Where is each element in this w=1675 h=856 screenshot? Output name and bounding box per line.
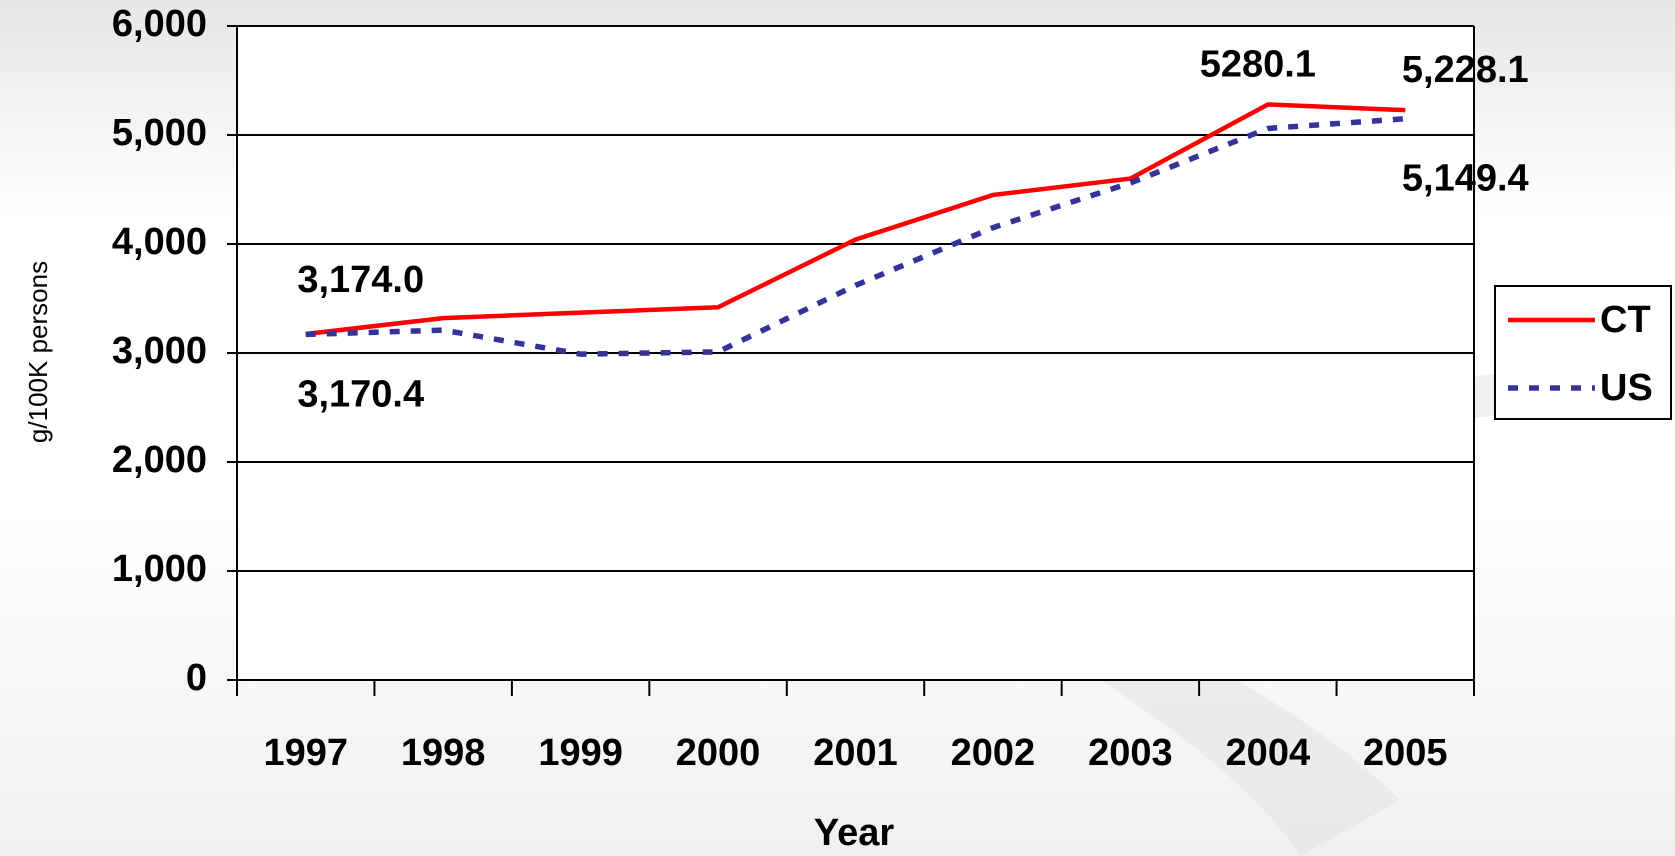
y-tick-label: 4,000 [112, 221, 207, 263]
y-tick-label: 6,000 [112, 3, 207, 45]
x-tick-label: 2003 [1088, 732, 1173, 774]
x-tick-label: 2002 [951, 732, 1036, 774]
x-tick-label: 2000 [676, 732, 761, 774]
data-label: 5280.1 [1200, 44, 1316, 86]
x-axis-title: Year [814, 812, 895, 854]
x-tick-label: 1997 [263, 732, 348, 774]
y-axis-title: g/100K persons [23, 261, 53, 443]
y-tick-label: 3,000 [112, 330, 207, 372]
x-tick-label: 1999 [538, 732, 623, 774]
y-tick-label: 2,000 [112, 439, 207, 481]
x-tick-label: 1998 [401, 732, 486, 774]
data-label: 3,170.4 [297, 373, 424, 415]
x-tick-label: 2001 [813, 732, 898, 774]
chart: Year g/100K persons 0 1,000 2,000 3,000 4,00… [0, 0, 1675, 856]
x-tick-label: 2005 [1363, 732, 1448, 774]
page: Year g/100K persons 0 1,000 2,000 3,000 4,00… [0, 0, 1675, 856]
y-tick-label: 5,000 [112, 112, 207, 154]
legend-label: US [1600, 367, 1653, 409]
data-label: 5,149.4 [1402, 158, 1529, 200]
y-tick-label: 1,000 [112, 548, 207, 590]
x-tick-label: 2004 [1226, 732, 1311, 774]
data-label: 5,228.1 [1402, 49, 1529, 91]
legend-label: CT [1600, 299, 1651, 341]
data-label: 3,174.0 [297, 259, 424, 301]
y-tick-label: 0 [186, 657, 207, 699]
